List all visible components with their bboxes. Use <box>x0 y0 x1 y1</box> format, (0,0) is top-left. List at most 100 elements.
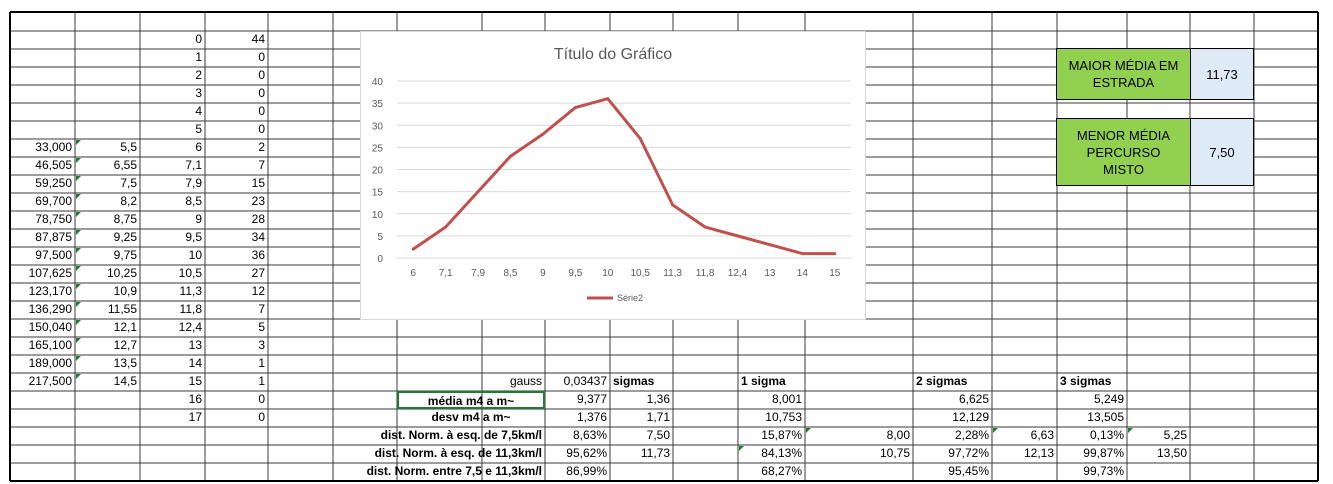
sigma2-header[interactable]: 2 sigmas <box>916 374 968 388</box>
cell-frequency[interactable]: 0 <box>258 68 265 82</box>
dist-11-3-2sigma[interactable]: 97,72% <box>948 446 989 460</box>
cell-bin[interactable]: 12,4 <box>178 320 202 334</box>
desv-value[interactable]: 1,376 <box>576 410 607 424</box>
cell-distance[interactable]: 33,000 <box>35 140 72 154</box>
cell-frequency[interactable]: 2 <box>258 140 265 154</box>
sigmas-header[interactable]: sigmas <box>613 374 655 388</box>
cell-distance[interactable]: 78,750 <box>35 212 72 226</box>
cell-frequency[interactable]: 1 <box>258 374 265 388</box>
cell-consumption[interactable]: 8,75 <box>113 212 137 226</box>
cell-bin[interactable]: 7,9 <box>185 176 202 190</box>
cell-frequency[interactable]: 36 <box>251 248 265 262</box>
cell-frequency[interactable]: 0 <box>258 86 265 100</box>
media-sigmas[interactable]: 1,36 <box>646 392 670 406</box>
cell-frequency[interactable]: 15 <box>251 176 265 190</box>
cell-bin[interactable]: 14 <box>188 356 202 370</box>
cell-frequency[interactable]: 5 <box>258 320 265 334</box>
sigma3-header[interactable]: 3 sigmas <box>1060 374 1112 388</box>
dist-between-label[interactable]: dist. Norm. entre 7,5 e 11,3km/l <box>366 464 542 478</box>
gauss-value[interactable]: 0,03437 <box>563 374 607 388</box>
media-label[interactable]: média m4 a m~ <box>397 391 545 409</box>
cell-distance[interactable]: 165,100 <box>28 338 72 352</box>
dist-7-5-1sigma-bound[interactable]: 8,00 <box>886 428 910 442</box>
cell-frequency[interactable]: 3 <box>258 338 265 352</box>
cell-consumption[interactable]: 12,7 <box>113 338 137 352</box>
dist-7-5-3sigma-bound[interactable]: 5,25 <box>1163 428 1187 442</box>
cell-frequency[interactable]: 27 <box>251 266 265 280</box>
cell-bin[interactable]: 9,5 <box>185 230 202 244</box>
cell-consumption[interactable]: 5,5 <box>120 140 137 154</box>
line-chart[interactable]: Título do Gráfico 0 5 10 15 20 25 30 35 40 6 7,1 7,9… <box>360 31 866 320</box>
media-value[interactable]: 9,377 <box>576 392 607 406</box>
cell-frequency[interactable]: 12 <box>251 284 265 298</box>
cell-bin[interactable]: 6 <box>195 140 202 154</box>
cell-frequency[interactable]: 7 <box>258 158 265 172</box>
desv-label[interactable]: desv m4 a m~ <box>431 410 511 424</box>
cell-consumption[interactable]: 12,1 <box>113 320 137 334</box>
dist-11-3-1sigma-bound[interactable]: 10,75 <box>879 446 910 460</box>
dist-11-3-sigmas[interactable]: 11,73 <box>640 446 670 460</box>
cell-frequency[interactable]: 0 <box>258 392 265 406</box>
cell-frequency[interactable]: 0 <box>258 122 265 136</box>
cell-consumption[interactable]: 6,55 <box>113 158 137 172</box>
cell-distance[interactable]: 217,500 <box>28 374 72 388</box>
dist-between-1sigma[interactable]: 68,27% <box>761 464 802 478</box>
maior-media-label[interactable]: MAIOR MÉDIA EM ESTRADA <box>1056 48 1191 100</box>
cell-distance[interactable]: 87,875 <box>35 230 72 244</box>
cell-distance[interactable]: 46,505 <box>35 158 72 172</box>
cell-consumption[interactable]: 9,75 <box>113 248 137 262</box>
dist-11-3-value[interactable]: 95,62% <box>566 446 607 460</box>
cell-bin[interactable]: 10 <box>188 248 202 262</box>
cell-consumption[interactable]: 13,5 <box>113 356 137 370</box>
media-2sigma[interactable]: 6,625 <box>958 392 989 406</box>
media-3sigma[interactable]: 5,249 <box>1093 392 1124 406</box>
cell-distance[interactable]: 136,290 <box>28 302 72 316</box>
cell-consumption[interactable]: 10,25 <box>106 266 137 280</box>
dist-7-5-1sigma[interactable]: 15,87% <box>761 428 802 442</box>
cell-bin[interactable]: 7,1 <box>185 158 202 172</box>
cell-distance[interactable]: 123,170 <box>28 284 72 298</box>
desv-2sigma[interactable]: 12,129 <box>952 410 989 424</box>
gauss-label[interactable]: gauss <box>509 374 542 388</box>
dist-11-3-3sigma-bound[interactable]: 13,50 <box>1156 446 1187 460</box>
cell-bin[interactable]: 11,8 <box>179 302 202 316</box>
cell-frequency[interactable]: 0 <box>258 50 265 64</box>
dist-11-3-3sigma[interactable]: 99,87% <box>1083 446 1124 460</box>
sigma1-header[interactable]: 1 sigma <box>741 374 786 388</box>
maior-media-value[interactable]: 11,73 <box>1190 48 1254 100</box>
cell-bin[interactable]: 16 <box>188 392 202 406</box>
dist-11-3-1sigma[interactable]: 84,13% <box>761 446 802 460</box>
dist-7-5-sigmas[interactable]: 7,50 <box>646 428 670 442</box>
cell-bin[interactable]: 13 <box>188 338 202 352</box>
cell-consumption[interactable]: 7,5 <box>120 176 137 190</box>
cell-consumption[interactable]: 14,5 <box>113 374 137 388</box>
cell-consumption[interactable]: 10,9 <box>113 284 137 298</box>
cell-distance[interactable]: 59,250 <box>35 176 72 190</box>
cell-distance[interactable]: 69,700 <box>35 194 72 208</box>
cell-distance[interactable]: 189,000 <box>28 356 72 370</box>
cell-distance[interactable]: 150,040 <box>28 320 72 334</box>
cell-consumption[interactable]: 11,55 <box>107 302 137 316</box>
cell-bin[interactable]: 11,3 <box>179 284 202 298</box>
cell-bin[interactable]: 8,5 <box>185 194 202 208</box>
cell-consumption[interactable]: 9,25 <box>113 230 137 244</box>
cell-bin[interactable]: 9 <box>195 212 202 226</box>
menor-media-label[interactable]: MENOR MÉDIA PERCURSO MISTO <box>1056 118 1191 186</box>
dist-11-3-label[interactable]: dist. Norm. à esq. de 11,3km/l <box>374 446 542 460</box>
dist-between-2sigma[interactable]: 95,45% <box>948 464 989 478</box>
menor-media-value[interactable]: 7,50 <box>1190 118 1254 186</box>
cell-frequency[interactable]: 23 <box>251 194 265 208</box>
cell-frequency[interactable]: 1 <box>258 356 265 370</box>
dist-11-3-2sigma-bound[interactable]: 12,13 <box>1023 446 1054 460</box>
dist-7-5-3sigma[interactable]: 0,13% <box>1089 428 1124 442</box>
cell-bin[interactable]: 17 <box>188 410 202 424</box>
desv-1sigma[interactable]: 10,753 <box>765 410 802 424</box>
cell-frequency[interactable]: 44 <box>251 32 265 46</box>
dist-between-3sigma[interactable]: 99,73% <box>1083 464 1124 478</box>
dist-7-5-2sigma-bound[interactable]: 6,63 <box>1030 428 1054 442</box>
dist-7-5-value[interactable]: 8,63% <box>572 428 607 442</box>
cell-bin[interactable]: 1 <box>195 50 202 64</box>
cell-consumption[interactable]: 8,2 <box>120 194 137 208</box>
cell-bin[interactable]: 0 <box>195 32 202 46</box>
cell-frequency[interactable]: 7 <box>258 302 265 316</box>
